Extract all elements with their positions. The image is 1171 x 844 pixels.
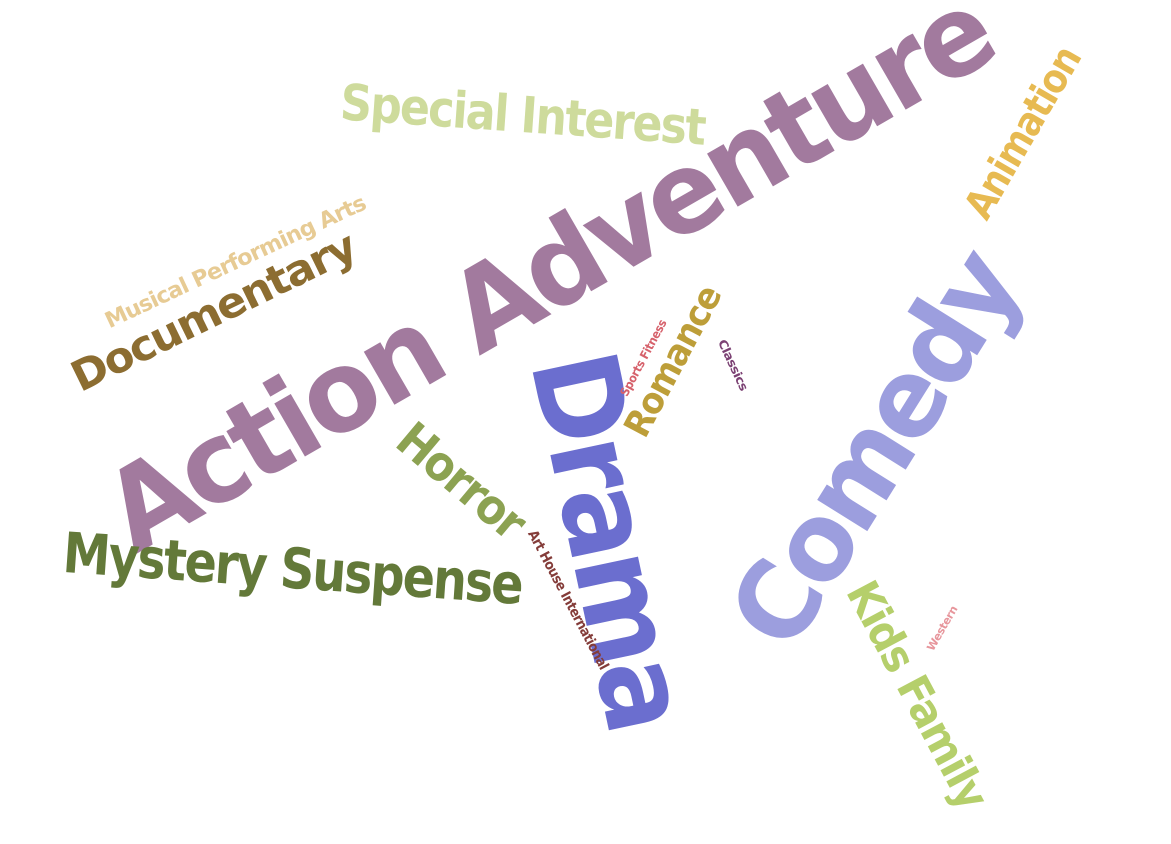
word-horror: Horror xyxy=(385,411,537,551)
word-kids-family: Kids Family xyxy=(835,572,998,817)
word-western: Western xyxy=(923,603,960,653)
word-classics: Classics xyxy=(714,337,751,393)
word-special-interest: Special Interest xyxy=(337,73,707,157)
word-mystery-suspense: Mystery Suspense xyxy=(60,521,524,618)
